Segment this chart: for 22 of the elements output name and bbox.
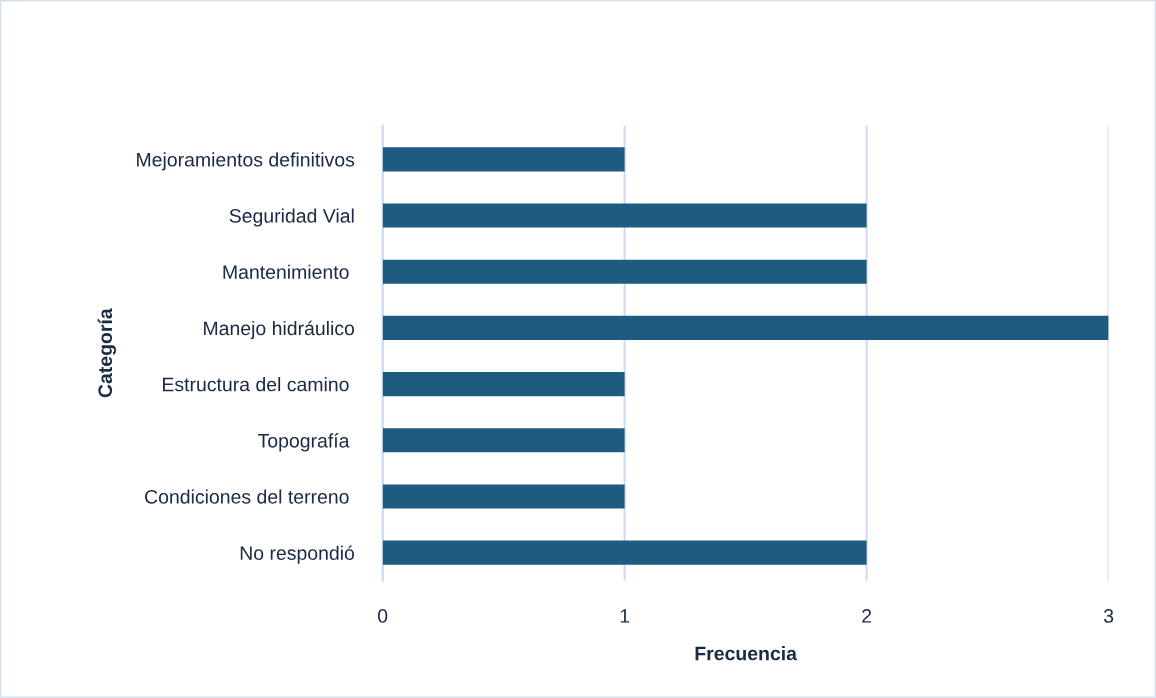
y-tick-label: Mejoramientos definitivos [137,152,355,171]
x-axis-title: Frecuencia [695,646,798,661]
bar [382,203,867,228]
y-tick-label: No respondió [240,545,355,564]
bar [382,147,625,172]
y-tick-label: Mantenimiento [223,264,349,279]
x-tick-label: 0 [377,609,388,623]
y-tick-label: Manejo hidráulico [204,320,355,340]
bar [382,372,625,397]
bar [382,540,867,565]
y-tick-label: Condiciones del terreno [145,489,349,504]
bar [382,259,867,284]
x-tick-label: 2 [862,609,872,623]
bar [382,484,625,509]
x-tick-label: 3 [1103,609,1114,623]
y-tick-label: Seguridad Vial [229,208,354,227]
x-tick-label: 1 [620,609,630,623]
y-axis-title: Categoría [97,308,117,398]
y-tick-label: Estructura del camino [163,377,349,392]
bar [382,315,1109,340]
y-tick-label: Topografía [258,433,350,452]
bar [382,428,625,453]
